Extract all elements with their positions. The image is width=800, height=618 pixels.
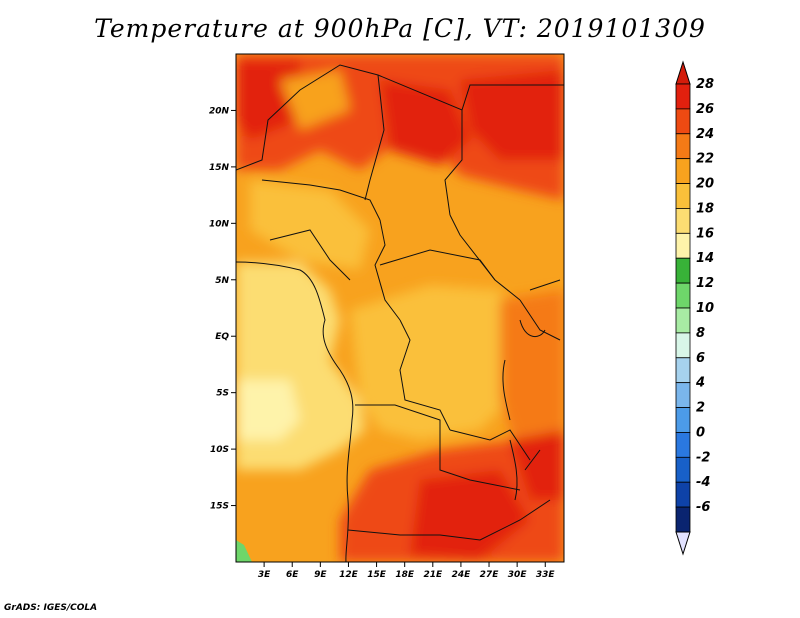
shade-east-africa xyxy=(500,290,564,460)
lat-tick-label: EQ xyxy=(215,332,229,342)
lat-tick-label: 10N xyxy=(209,219,230,229)
colorbar-segment xyxy=(675,158,691,184)
colorbar-segment xyxy=(675,257,691,284)
shade-cool-patch xyxy=(236,540,252,562)
lat-tick-label: 15S xyxy=(210,502,229,512)
east-border xyxy=(519,279,561,341)
chad-sudan-border xyxy=(444,110,463,216)
colorbar-segment xyxy=(675,108,691,135)
colorbar-segment xyxy=(675,382,691,408)
lat-tick-label: 10S xyxy=(210,445,229,455)
drc-south-border xyxy=(449,429,531,461)
lon-tick-label: 30E xyxy=(508,570,528,580)
congo-border xyxy=(399,319,451,431)
colorbar-label: -4 xyxy=(696,475,710,490)
lon-tick-label: 12E xyxy=(339,570,359,580)
sahel-border xyxy=(261,179,381,221)
shade-sahara-hottest-2 xyxy=(460,70,564,160)
colorbar-bottom-arrow xyxy=(675,531,691,556)
colorbar-segment xyxy=(675,432,691,458)
colorbar-label: 12 xyxy=(696,276,714,291)
colorbar-segment xyxy=(675,307,691,334)
lon-tick-label: 18E xyxy=(395,570,415,580)
malawi-lake xyxy=(509,439,541,501)
shade-mozambique-hot xyxy=(510,430,564,500)
colorbar-segment xyxy=(675,282,691,309)
colorbar-label: 0 xyxy=(696,425,705,440)
shade-sahara-hottest-1 xyxy=(380,80,470,165)
lon-tick-label: 27E xyxy=(480,570,500,580)
colorbar-segment xyxy=(675,456,691,483)
lake-victoria xyxy=(519,319,546,338)
colorbar-segment xyxy=(675,232,691,259)
colorbar-segment xyxy=(675,332,691,359)
lon-tick-label: 9E xyxy=(314,570,327,580)
lat-tick-label: 5S xyxy=(216,389,229,399)
colorbar-label: 26 xyxy=(696,102,714,117)
lon-tick-label: 6E xyxy=(286,570,299,580)
lat-tick-label: 15N xyxy=(209,163,230,173)
cameroon-border xyxy=(374,219,401,321)
colorbar-segment xyxy=(675,133,691,160)
credit-text: GrADS: IGES/COLA xyxy=(4,603,98,613)
lat-tick-label: 5N xyxy=(215,276,229,286)
colorbar-segment xyxy=(675,481,691,508)
colorbar-label: 28 xyxy=(696,77,714,92)
colorbar-segment xyxy=(675,208,691,234)
angola-border xyxy=(355,404,521,491)
shade-sahara-cooler xyxy=(280,70,350,130)
colorbar-label: 6 xyxy=(696,351,705,366)
colorbar-label: 8 xyxy=(696,326,705,341)
chart-title: Temperature at 900hPa [C], VT: 201910130… xyxy=(94,14,706,43)
colorbar-segment xyxy=(675,183,691,209)
colorbar-label: 24 xyxy=(696,127,714,142)
shade-southern-hottest xyxy=(410,470,530,560)
west-coastline xyxy=(236,261,354,562)
colorbar-label: 18 xyxy=(696,201,714,216)
lon-axis: 3E 6E 9E 12E 15E 18E 21E 24E 27E 30E 33E xyxy=(258,562,556,580)
niger-chad-border xyxy=(364,74,385,201)
lon-tick-label: 21E xyxy=(423,570,443,580)
colorbar-top-arrow xyxy=(675,60,691,85)
lon-tick-label: 33E xyxy=(536,570,556,580)
colorbar-segment xyxy=(675,357,691,384)
shade-ocean-coolest xyxy=(236,380,300,440)
lat-axis: 20N 15N 10N 5N EQ 5S 10S 15S xyxy=(209,106,236,512)
lake-tanganyika xyxy=(502,359,511,421)
boundaries xyxy=(236,64,564,562)
colorbar-segment xyxy=(675,506,691,533)
colorbar-label: 14 xyxy=(696,251,714,266)
colorbar-label: 4 xyxy=(695,376,705,391)
colorbar-segment xyxy=(675,83,691,110)
colorbar-label: 20 xyxy=(696,177,714,192)
lon-tick-label: 3E xyxy=(258,570,271,580)
colorbar-label: 10 xyxy=(696,301,714,316)
colorbar-label: 16 xyxy=(696,226,714,241)
map-frame xyxy=(235,53,565,563)
temperature-field xyxy=(236,54,564,562)
colorbar-label: 22 xyxy=(696,152,714,167)
colorbar-label: -6 xyxy=(696,500,710,515)
lat-tick-label: 20N xyxy=(209,106,230,116)
colorbar-label: -2 xyxy=(696,450,710,465)
shade-congo-basin xyxy=(350,285,520,440)
sudan-border xyxy=(449,214,521,301)
colorbar-label: 2 xyxy=(696,401,705,416)
colorbar-segment xyxy=(675,407,691,433)
lon-tick-label: 24E xyxy=(452,570,472,580)
shade-gulf-coast xyxy=(250,180,370,270)
nigeria-border xyxy=(269,229,351,281)
northern-borders xyxy=(236,64,564,171)
namibia-border xyxy=(347,499,551,541)
lon-tick-label: 15E xyxy=(367,570,387,580)
